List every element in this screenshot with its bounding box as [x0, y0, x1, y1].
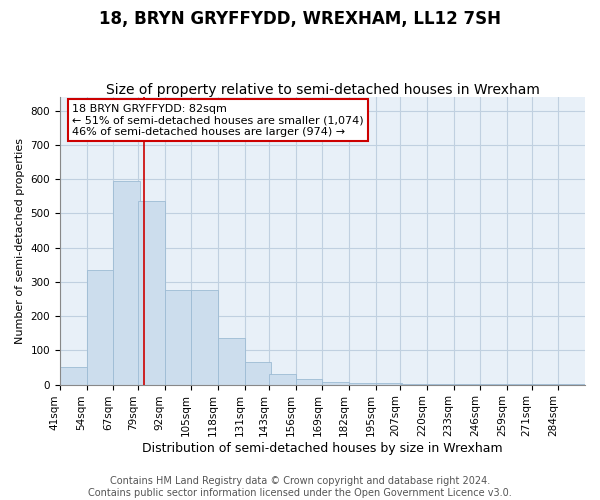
Bar [113, 181, 140, 384]
Bar [322, 382, 349, 384]
Bar [245, 362, 271, 384]
Bar [191, 290, 218, 384]
Text: 18, BRYN GRYFFYDD, WREXHAM, LL12 7SH: 18, BRYN GRYFFYDD, WREXHAM, LL12 7SH [99, 10, 501, 28]
Bar [86, 270, 113, 384]
Bar [218, 338, 245, 384]
Text: 18 BRYN GRYFFYDD: 82sqm
← 51% of semi-detached houses are smaller (1,074)
46% of: 18 BRYN GRYFFYDD: 82sqm ← 51% of semi-de… [72, 104, 364, 137]
Title: Size of property relative to semi-detached houses in Wrexham: Size of property relative to semi-detach… [106, 83, 539, 97]
Bar [269, 374, 296, 384]
X-axis label: Distribution of semi-detached houses by size in Wrexham: Distribution of semi-detached houses by … [142, 442, 503, 455]
Bar [296, 380, 322, 384]
Bar [376, 383, 403, 384]
Y-axis label: Number of semi-detached properties: Number of semi-detached properties [15, 138, 25, 344]
Bar [60, 368, 86, 384]
Bar [138, 202, 164, 384]
Text: Contains HM Land Registry data © Crown copyright and database right 2024.
Contai: Contains HM Land Registry data © Crown c… [88, 476, 512, 498]
Bar [164, 290, 191, 384]
Bar [349, 383, 376, 384]
